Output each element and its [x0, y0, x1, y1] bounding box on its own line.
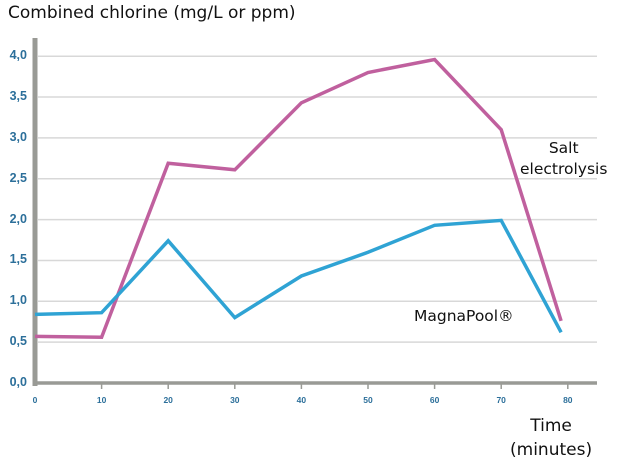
y-tick-label: 2,0	[9, 211, 27, 226]
y-tick-label: 1,5	[9, 252, 27, 267]
series-label-magnapool: MagnaPool®	[414, 306, 514, 327]
series-label-line: electrolysis	[520, 160, 608, 178]
y-tick-label: 3,5	[9, 89, 27, 104]
series-label-line: MagnaPool®	[414, 307, 514, 325]
x-tick-label: 50	[363, 395, 373, 405]
y-tick-label: 0,0	[9, 375, 27, 389]
x-axis-title-line: Time	[530, 416, 572, 436]
y-tick-label: 2,5	[9, 170, 27, 185]
series-label-line: Salt	[548, 139, 579, 157]
x-tick-label: 60	[429, 395, 440, 405]
x-tick-label: 80	[563, 395, 573, 405]
y-tick-label: 3,0	[9, 129, 27, 144]
gridlines	[38, 55, 597, 343]
y-tick-label: 4,0	[9, 48, 27, 63]
data-series	[34, 57, 563, 339]
x-tick-label: 0	[32, 395, 38, 405]
series-line	[34, 218, 563, 334]
x-axis-title: Time (minutes)	[510, 414, 592, 462]
series-label-salt-electrolysis: Salt electrolysis	[520, 138, 607, 180]
series-line	[34, 57, 563, 339]
x-tick-label: 30	[230, 395, 240, 405]
axes	[32, 38, 597, 389]
x-axis-title-line: (minutes)	[510, 440, 593, 460]
x-tick-label: 70	[496, 395, 506, 405]
y-tick-label: 0,5	[9, 334, 27, 349]
x-tick-label: 40	[296, 395, 307, 405]
chart-title: Combined chlorine (mg/L or ppm)	[8, 3, 296, 23]
y-tick-label: 1,0	[9, 293, 27, 308]
x-tick-label: 10	[96, 395, 107, 405]
x-tick-label: 20	[163, 395, 173, 405]
